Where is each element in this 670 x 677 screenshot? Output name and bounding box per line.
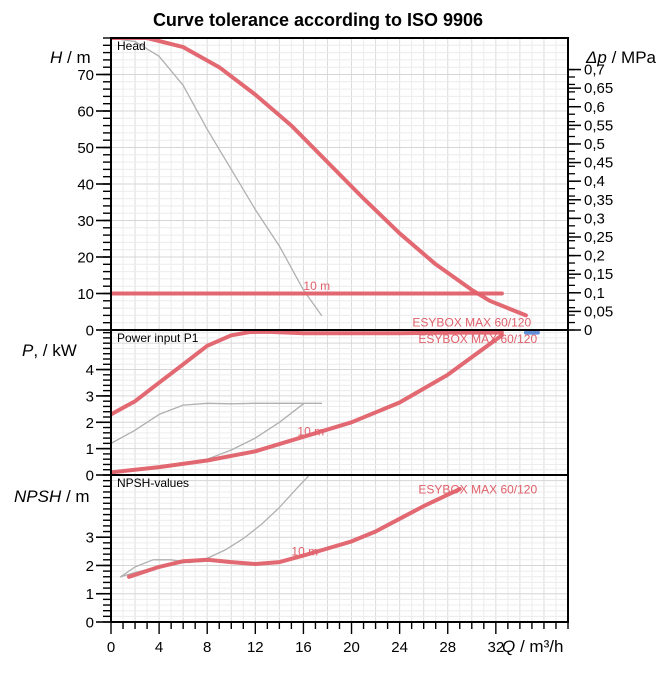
chart-title: Curve tolerance according to ISO 9906 — [153, 10, 483, 30]
y-tick-label: 3 — [86, 388, 94, 405]
y-tick-label: 0 — [86, 615, 94, 632]
y2-tick-label: 0,1 — [584, 285, 605, 302]
y2-axis-title: Δp / MPa — [585, 48, 657, 67]
y2-tick-label: 0,25 — [584, 229, 613, 246]
panel-series-group — [111, 330, 540, 475]
series-line — [127, 487, 462, 579]
y-tick-label: 2 — [86, 415, 94, 432]
y2-tick-label: 0,55 — [584, 117, 613, 134]
y2-tick-label: 0,3 — [584, 210, 605, 227]
y-tick-label: 70 — [77, 67, 94, 84]
axis-unit: , / kW — [33, 341, 76, 360]
y2-tick-label: 0,15 — [584, 266, 613, 283]
series-line — [111, 333, 504, 475]
axis-symbol: NPSH — [14, 487, 62, 506]
y-tick-label: 50 — [77, 140, 94, 157]
x-tick-label: 8 — [203, 639, 211, 656]
y-axis-title-npsh: NPSH / m — [14, 487, 90, 506]
y-tick-label: 1 — [86, 441, 94, 458]
axis-unit: / m — [61, 487, 89, 506]
x-tick-label: 32 — [487, 639, 504, 656]
series-label: ESYBOX MAX 60/120 — [412, 315, 531, 329]
axis-symbol: P — [22, 341, 34, 360]
x-tick-label: 20 — [343, 639, 360, 656]
y2-tick-label: 0,05 — [584, 303, 613, 320]
panel-series-group — [119, 475, 462, 579]
series-label: 10 m — [291, 545, 318, 559]
y2-tick-label: 0,65 — [584, 80, 613, 97]
x-tick-label: 12 — [247, 639, 264, 656]
y2-tick-label: 0,2 — [584, 248, 605, 265]
series-line — [111, 38, 323, 317]
axis-unit: / MPa — [607, 48, 657, 67]
y-tick-label: 20 — [77, 250, 94, 267]
axis-unit: / m — [62, 48, 90, 67]
x-axis-title: Q / m³/h — [502, 637, 563, 656]
y-tick-label: 30 — [77, 213, 94, 230]
y-tick-label: 4 — [86, 362, 94, 379]
series-label: ESYBOX MAX 60/120 — [418, 482, 537, 496]
series-label: 10 m — [297, 424, 324, 438]
y-tick-label: 60 — [77, 104, 94, 121]
axis-symbol: Δp — [585, 48, 607, 67]
axis-unit: / m³/h — [515, 637, 563, 656]
x-tick-label: 4 — [155, 639, 163, 656]
y2-tick-label: 0,7 — [584, 62, 605, 79]
series-label: 10 m — [303, 279, 330, 293]
y2-tick-label: 0,35 — [584, 192, 613, 209]
panel-label: Head — [117, 39, 146, 53]
frame-layer — [96, 37, 581, 634]
panel-label: Power input P1 — [117, 331, 199, 345]
y-tick-label: 2 — [86, 558, 94, 575]
y-tick-label: 0 — [86, 468, 94, 485]
y2-tick-label: 0 — [584, 322, 592, 339]
axis-symbol: Q — [502, 637, 515, 656]
x-tick-label: 24 — [391, 639, 408, 656]
x-tick-label: 0 — [107, 639, 115, 656]
y2-tick-label: 0,4 — [584, 173, 605, 190]
y2-tick-label: 0,5 — [584, 136, 605, 153]
panel-frame — [110, 474, 569, 623]
series-layer — [111, 38, 540, 579]
y-tick-label: 0 — [86, 323, 94, 340]
panel-label: NPSH-values — [117, 476, 189, 490]
y-axis-title-head: H / m — [50, 48, 91, 67]
y-tick-label: 3 — [86, 530, 94, 547]
x-tick-label: 16 — [295, 639, 312, 656]
series-label: ESYBOX MAX 60/120 — [418, 332, 537, 346]
series-line — [111, 402, 323, 445]
y2-tick-label: 0,6 — [584, 99, 605, 116]
y2-tick-label: 0,45 — [584, 155, 613, 172]
series-line — [111, 38, 528, 318]
x-tick-label: 28 — [439, 639, 456, 656]
axis-symbol: H — [50, 48, 63, 67]
series-line — [111, 330, 504, 417]
y-tick-label: 10 — [77, 286, 94, 303]
y-tick-label: 40 — [77, 177, 94, 194]
y-axis-title-power: P, / kW — [22, 341, 77, 360]
y-tick-label: 1 — [86, 586, 94, 603]
panel-series-group — [111, 38, 528, 318]
series-line — [119, 475, 311, 578]
